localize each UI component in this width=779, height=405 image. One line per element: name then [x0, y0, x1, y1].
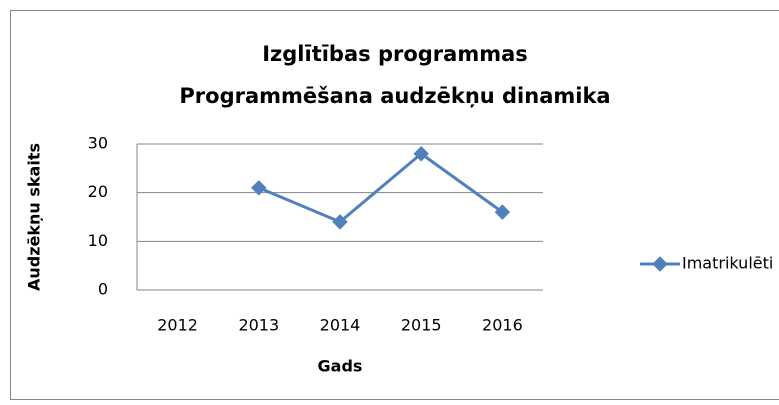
point: [251, 180, 267, 196]
chart-border: [10, 10, 779, 400]
y-tick-label: 20: [88, 182, 108, 201]
y-axis-title: Audzēkņu skaits: [25, 143, 44, 291]
legend-label: Imatrikulēti: [682, 254, 773, 273]
point: [494, 204, 511, 220]
x-tick-label: 2016: [482, 316, 523, 335]
chart-title: Izglītības programmas: [262, 42, 528, 66]
legend-marker: [652, 256, 668, 272]
y-tick-label: 10: [88, 231, 108, 250]
y-tick-label: 0: [98, 280, 108, 299]
x-tick-label: 2014: [320, 316, 361, 335]
x-tick-label: 2015: [401, 316, 442, 335]
point: [413, 146, 429, 162]
point: [332, 214, 348, 230]
x-tick-label: 2013: [238, 316, 279, 335]
y-tick-label: 30: [88, 134, 108, 153]
x-axis-title: Gads: [318, 357, 363, 376]
chart-title: Programmēšana audzēkņu dinamika: [179, 84, 610, 108]
x-tick-label: 2012: [157, 316, 198, 335]
series-line: [258, 152, 504, 224]
